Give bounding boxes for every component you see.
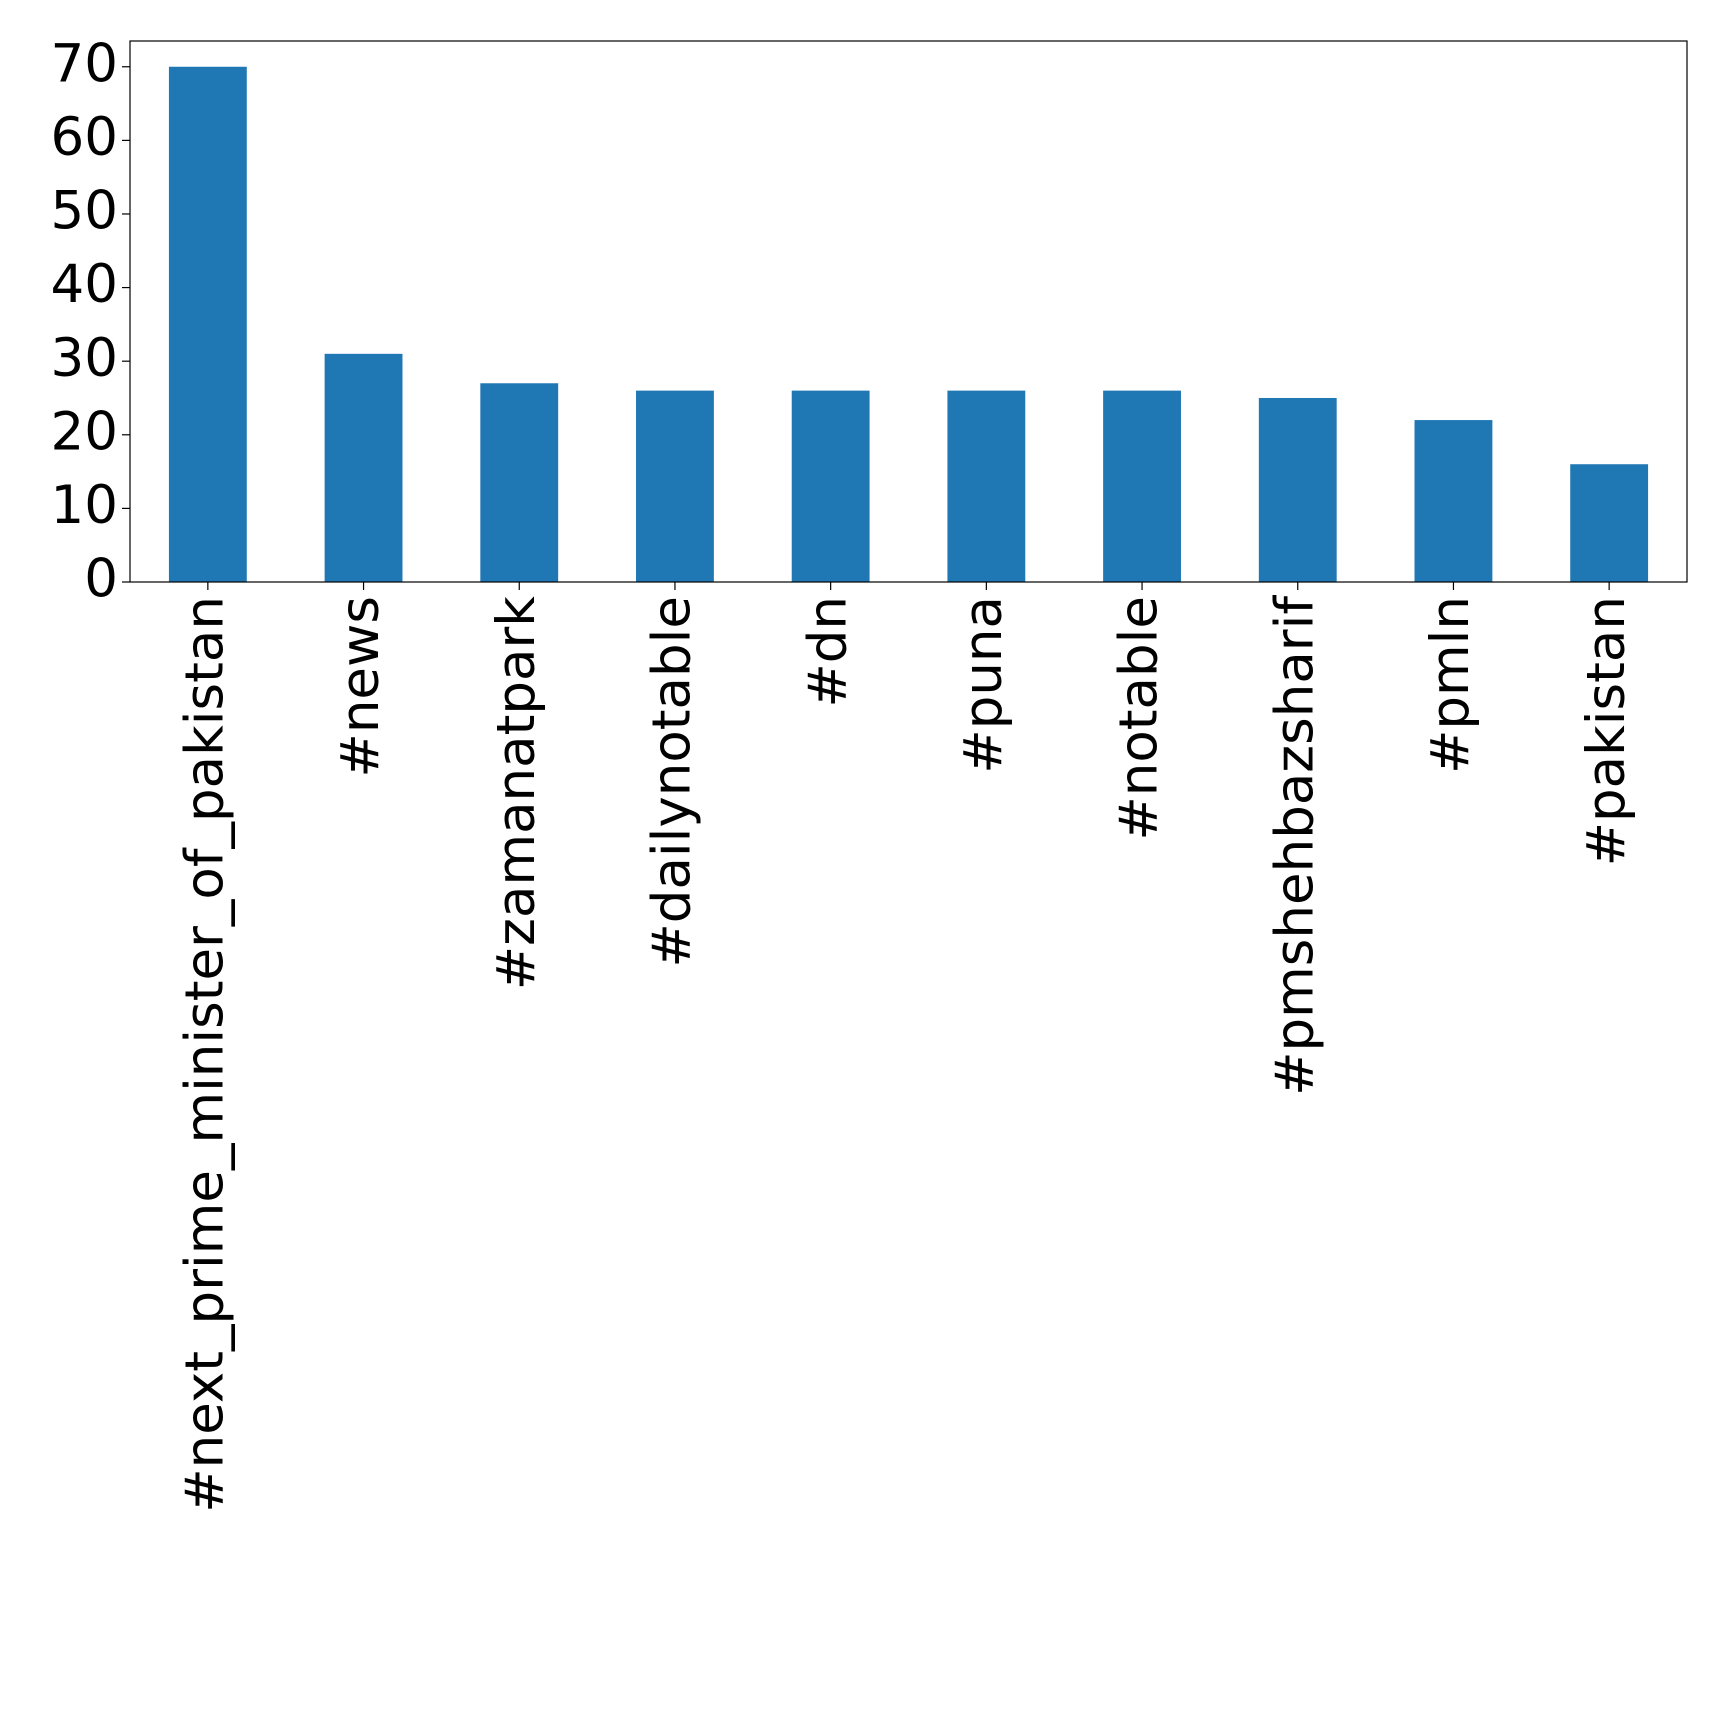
y-tick-label: 30 [51,328,118,389]
bar [1570,464,1649,582]
x-tick-label: #dn [797,596,858,708]
x-tick-label: #pmshehbazsharif [1264,595,1325,1096]
bar [480,383,559,582]
bar [1103,390,1181,582]
x-tick-label: #puna [953,596,1014,774]
bar [1258,397,1337,582]
x-tick-label: #pmln [1420,596,1481,774]
bar [947,390,1026,582]
bar [168,66,247,582]
plot-frame [129,40,1688,583]
y-tick-label: 10 [51,475,118,536]
y-tick-label: 20 [51,401,118,462]
y-tick-label: 70 [51,33,118,94]
x-tick-label: #notable [1109,596,1170,841]
y-tick-label: 60 [51,107,118,168]
x-tick-label: #zamanatpark [486,596,547,991]
x-tick-label: #news [330,596,391,778]
x-tick-label: #next_prime_minister_of_pakistan [174,596,235,1513]
bar [791,390,870,582]
x-tick-label: #pakistan [1576,596,1637,866]
y-tick-label: 50 [51,181,118,242]
x-tick-label: #dailynotable [642,596,703,968]
bar [1414,420,1493,582]
bar [636,390,714,582]
y-tick-label: 40 [51,254,118,315]
y-tick-label: 0 [84,549,118,610]
bar [324,353,403,582]
